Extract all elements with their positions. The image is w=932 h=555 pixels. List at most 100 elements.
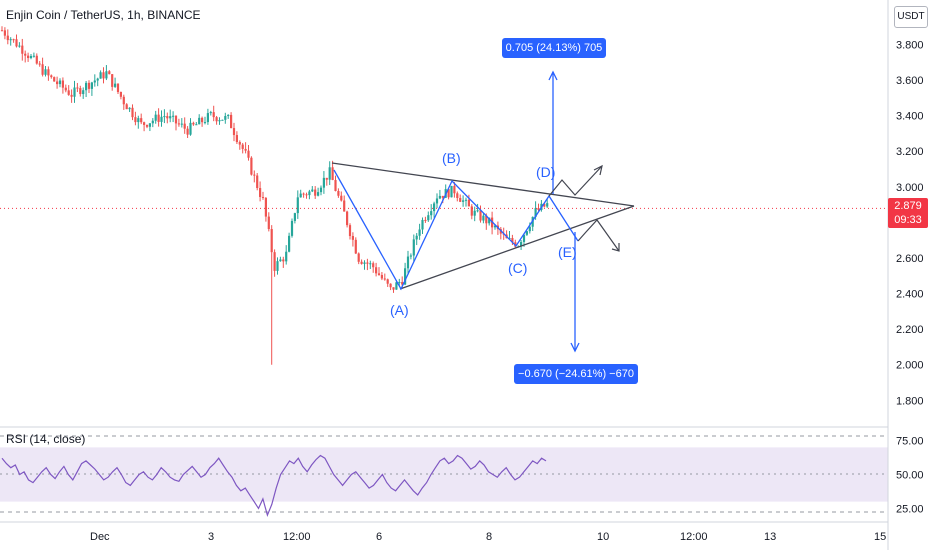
candle-body (525, 231, 528, 235)
candle-body (151, 120, 154, 124)
candle-body (467, 199, 470, 207)
drawing-layer (331, 70, 635, 353)
candle-body (311, 189, 314, 192)
candle-body (21, 45, 24, 54)
candle-body (447, 189, 450, 198)
candle-body (427, 215, 430, 221)
candle-body (172, 115, 175, 117)
time-tick-label: 3 (208, 531, 214, 543)
candle-body (511, 238, 514, 243)
candle-body (412, 239, 415, 256)
measure-up-label[interactable]: 0.705 (24.13%) 705 (502, 38, 606, 58)
candle-body (111, 74, 114, 87)
candle-body (340, 195, 343, 201)
time-tick-label: 12:00 (283, 531, 311, 543)
candle-body (253, 174, 256, 176)
wave-path (333, 169, 579, 291)
candle-body (360, 261, 363, 264)
price-tick-label: 3.000 (896, 182, 924, 194)
candle-body (41, 64, 44, 75)
candle-body (238, 142, 241, 145)
candle-body (479, 210, 482, 221)
wave-label-a[interactable]: (A) (390, 302, 409, 318)
candle-body (488, 217, 491, 224)
candle-body (485, 215, 488, 224)
candle-body (90, 82, 93, 89)
candle-body (108, 71, 111, 75)
candle-body (169, 116, 172, 119)
candle-body (235, 135, 238, 143)
candle-body (140, 118, 143, 123)
candle-body (56, 81, 59, 85)
candle-body (35, 55, 38, 64)
candle-body (85, 82, 88, 91)
candle-body (116, 83, 120, 92)
candle-body (61, 80, 64, 88)
candle-body (166, 116, 169, 119)
price-tick-label: 2.000 (896, 360, 924, 372)
candle-body (299, 193, 302, 198)
rsi-legend[interactable]: RSI (14, close) (6, 432, 86, 446)
candle-body (87, 82, 91, 89)
candle-body (328, 167, 331, 180)
candle-body (459, 197, 462, 202)
candle-body (267, 216, 270, 230)
candle-body (366, 262, 369, 264)
candle-body (24, 53, 27, 56)
candle-body (421, 219, 424, 230)
projection-up-arrowhead (593, 164, 603, 176)
last-price-tag: 2.879 09:33 (888, 198, 928, 229)
candle-body (209, 112, 212, 114)
lower-trendline (399, 205, 635, 290)
candle-body (18, 45, 21, 47)
price-tick-label: 3.200 (896, 146, 924, 158)
candle-body (450, 185, 453, 198)
last-price: 2.879 (894, 200, 922, 213)
candle-body (470, 206, 473, 216)
currency-button[interactable]: USDT (894, 6, 928, 28)
wave-label-c[interactable]: (C) (508, 260, 528, 276)
candle-body (424, 219, 427, 221)
candle-body (302, 193, 305, 195)
measure-down-label[interactable]: −0.670 (−24.61%) −670 (514, 364, 638, 384)
time-tick-label: Dec (90, 531, 110, 543)
candle-body (79, 88, 82, 95)
candle-body (430, 211, 433, 216)
candle-body (314, 189, 317, 196)
candle-body (206, 113, 209, 123)
candle-body (247, 150, 250, 158)
rsi-tick-label: 25.00 (896, 503, 924, 515)
wave-label-b[interactable]: (B) (442, 150, 461, 166)
candle-body (96, 78, 99, 81)
candle-body (270, 229, 273, 253)
candle-body (256, 175, 259, 189)
candle-body (464, 199, 468, 201)
candle-body (227, 114, 230, 117)
candle-body (70, 94, 73, 97)
wave-label-e[interactable]: (E) (558, 244, 577, 260)
candle-body (534, 208, 537, 217)
candle-body (351, 236, 354, 240)
candle-body (157, 114, 160, 122)
candle-body (9, 39, 12, 41)
candle-body (230, 114, 233, 129)
price-tick-label: 3.600 (896, 75, 924, 87)
candle-body (27, 55, 30, 59)
candle-body (334, 180, 337, 191)
candle-body (218, 120, 221, 122)
candle-body (363, 262, 366, 264)
candle-body (38, 63, 41, 65)
candle-body (389, 283, 392, 288)
candle-body (456, 193, 459, 198)
candle-body (401, 282, 404, 285)
candle-body (192, 122, 195, 125)
candle-body (346, 211, 349, 226)
candle-body (369, 263, 372, 265)
candle-body (441, 195, 444, 198)
candle-body (395, 282, 398, 290)
wave-label-d[interactable]: (D) (536, 164, 556, 180)
candle-body (32, 55, 35, 57)
candle-body (406, 256, 410, 269)
